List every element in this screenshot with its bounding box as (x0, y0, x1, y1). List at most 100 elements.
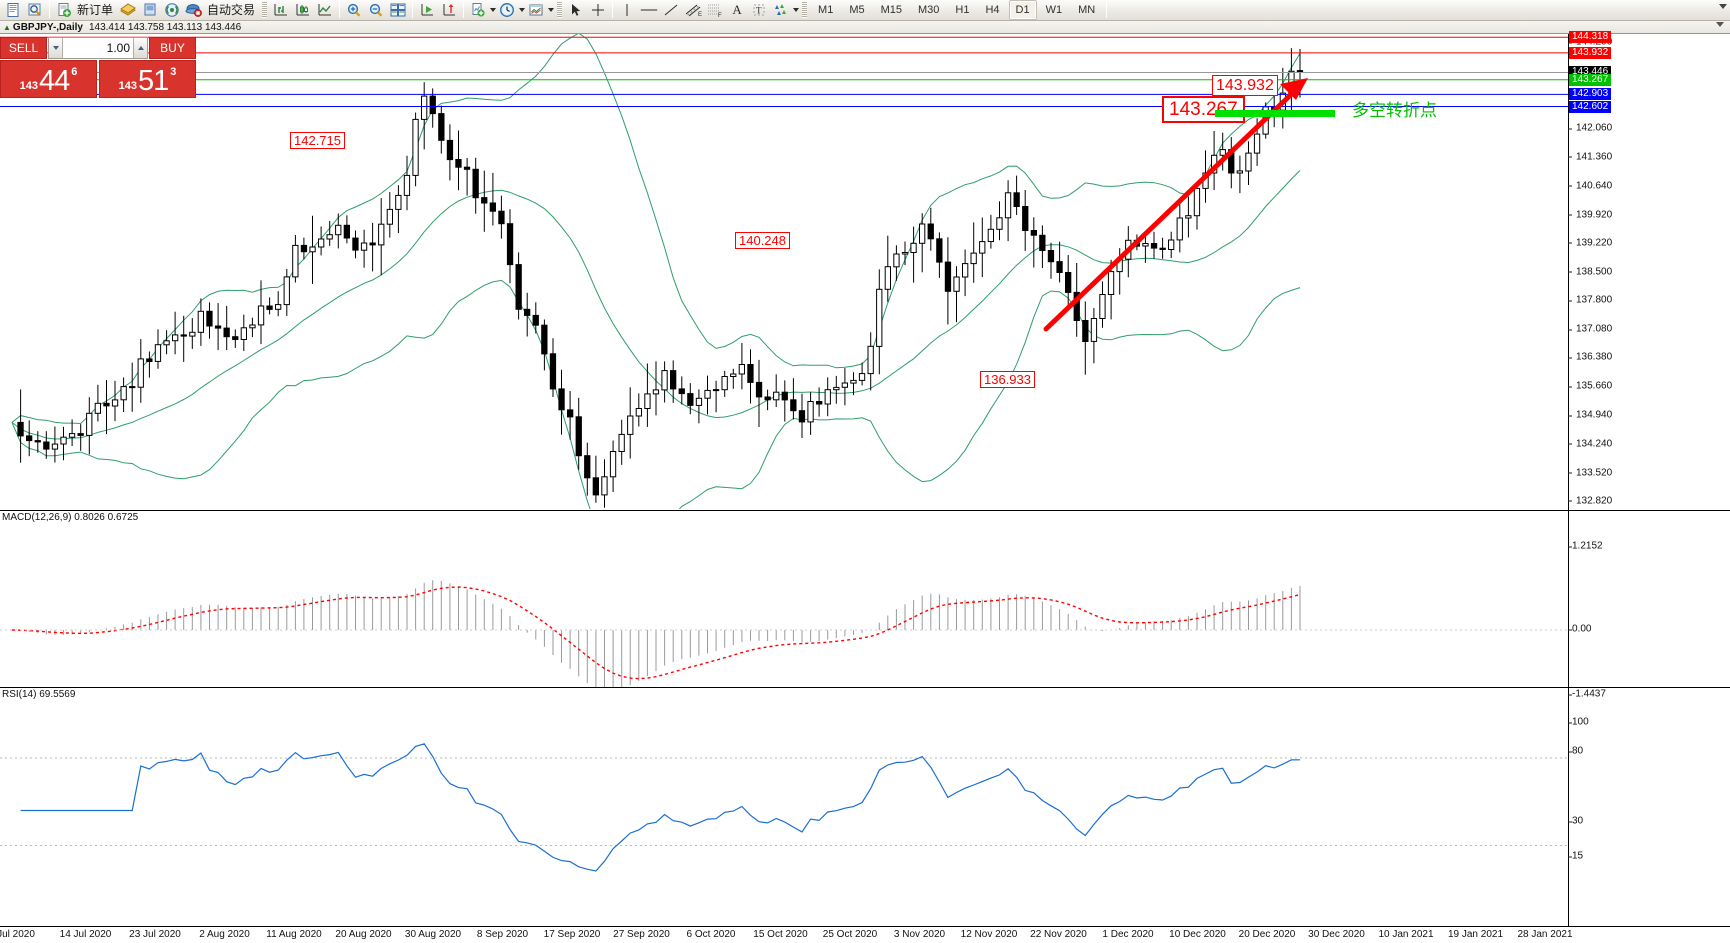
cursor-icon[interactable] (566, 1, 586, 20)
new-order-label[interactable]: 新订单 (77, 2, 114, 17)
equidistant-channel-icon[interactable]: E (683, 1, 703, 20)
vertical-line-icon[interactable] (617, 1, 637, 20)
price-tick: 133.520 (1568, 467, 1612, 478)
volume-increase-button[interactable] (133, 38, 147, 58)
timeframe-w1[interactable]: W1 (1045, 4, 1063, 16)
chart-area[interactable]: 142.715 140.248 136.933 133.049 143.932 … (0, 31, 1730, 943)
price-tag-144318[interactable]: 144.318 (1569, 31, 1612, 44)
autotrading-icon[interactable] (184, 1, 204, 20)
toolbar-separator-4 (463, 2, 465, 18)
time-axis-label: 10 Jan 2021 (1378, 929, 1434, 940)
bar-chart-icon[interactable] (271, 1, 291, 20)
time-axis-label: Jul 2020 (0, 929, 35, 940)
chart-symbol-arrow-icon: ▲ (3, 23, 11, 32)
candlestick-chart-icon[interactable] (293, 1, 313, 20)
objects-dropdown-caret[interactable] (793, 8, 800, 12)
objects-list-icon[interactable] (771, 1, 791, 20)
time-axis[interactable]: Jul 2020 14 Jul 2020 23 Jul 2020 2 Aug 2020… (0, 926, 1730, 943)
trendline-icon[interactable] (661, 1, 681, 20)
signals-icon[interactable] (162, 1, 182, 20)
time-axis-label: 22 Nov 2020 (1030, 929, 1087, 940)
price-tag-142903[interactable]: 142.903 (1569, 88, 1612, 101)
main-toolbar: 新订单 自动交易 (0, 0, 1730, 21)
periods-icon[interactable] (497, 1, 517, 20)
svg-text:F: F (718, 13, 722, 18)
trade-panel-top-row: SELL 1.00 BUY (0, 37, 196, 59)
chevron-down-icon (52, 46, 59, 50)
indicators-icon[interactable] (468, 1, 488, 20)
time-axis-label: 28 Jan 2021 (1517, 929, 1573, 940)
metaeditor-icon[interactable] (118, 1, 138, 20)
price-tick: 137.080 (1568, 324, 1612, 335)
text-label-icon[interactable]: T (749, 1, 769, 20)
sell-price-fraction: 6 (71, 66, 78, 78)
timeframe-mn[interactable]: MN (1078, 4, 1096, 16)
timeframe-m15[interactable]: M15 (880, 4, 902, 16)
level-label-136933[interactable]: 136.933 (980, 371, 1035, 388)
volume-stepper[interactable]: 1.00 (48, 37, 148, 59)
chevron-up-icon (137, 46, 144, 50)
time-axis-label: 6 Oct 2020 (686, 929, 736, 940)
buy-button[interactable]: BUY (149, 37, 196, 59)
new-order-icon[interactable] (54, 1, 74, 20)
time-axis-label: 27 Sep 2020 (613, 929, 670, 940)
templates-icon[interactable] (526, 1, 546, 20)
time-axis-label: 14 Jul 2020 (59, 929, 112, 940)
text-icon[interactable]: A (727, 1, 747, 20)
toolbar-grip[interactable] (262, 2, 268, 18)
periods-dropdown-caret[interactable] (519, 8, 526, 12)
one-click-trading-panel[interactable]: SELL 1.00 BUY 143 44 6 143 51 3 (0, 37, 196, 98)
sell-price-display[interactable]: 143 44 6 (0, 60, 97, 98)
price-tick: 134.940 (1568, 410, 1612, 421)
level-label-142715[interactable]: 142.715 (290, 132, 345, 149)
sell-button[interactable]: SELL (0, 37, 47, 59)
indicators-dropdown-caret[interactable] (490, 8, 497, 12)
terminal-icon[interactable] (140, 1, 160, 20)
timeframe-m5[interactable]: M5 (849, 4, 865, 16)
new-chart-icon[interactable] (3, 1, 23, 20)
chart-title-bar: ▲ GBPJPY-,Daily 143.414 143.758 143.113 14… (0, 21, 1730, 34)
volume-decrease-button[interactable] (49, 38, 63, 58)
line-chart-icon[interactable] (315, 1, 335, 20)
chart-shift-icon[interactable] (439, 1, 459, 20)
sell-price-main: 44 (38, 65, 70, 97)
volume-input[interactable]: 1.00 (106, 41, 130, 55)
toolbar-separator (49, 2, 50, 18)
autotrading-label[interactable]: 自动交易 (207, 2, 256, 17)
crosshair-icon[interactable] (588, 1, 608, 20)
time-axis-label: 2 Aug 2020 (199, 929, 250, 940)
horizontal-line-icon[interactable] (639, 1, 659, 20)
buy-price-display[interactable]: 143 51 3 (99, 60, 196, 98)
auto-scroll-icon[interactable] (417, 1, 437, 20)
tile-windows-icon[interactable] (388, 1, 408, 20)
rsi-pane[interactable]: RSI(14) 69.5569 (0, 687, 1730, 926)
templates-dropdown-caret[interactable] (548, 8, 555, 12)
time-axis-label: 8 Sep 2020 (476, 929, 529, 940)
price-tick: 137.800 (1568, 295, 1612, 306)
zoom-out-icon[interactable] (366, 1, 386, 20)
fibonacci-icon[interactable]: F (705, 1, 725, 20)
price-tag-143932[interactable]: 143.932 (1569, 46, 1612, 59)
price-tag-142602[interactable]: 142.602 (1569, 100, 1612, 113)
market-watch-icon[interactable] (25, 1, 45, 20)
timeframe-d1[interactable]: D1 (1008, 0, 1037, 20)
time-axis-label: 20 Aug 2020 (335, 929, 392, 940)
timeframe-h1[interactable]: H1 (955, 4, 970, 16)
price-tick: 140.640 (1568, 180, 1612, 191)
timeframe-h4[interactable]: H4 (985, 4, 1000, 16)
level-label-140248[interactable]: 140.248 (735, 232, 790, 249)
macd-canvas (0, 580, 1568, 687)
toolbar-overflow-icon[interactable] (1719, 4, 1727, 9)
macd-pane[interactable]: MACD(12,26,9) 0.8026 0.6725 (0, 510, 1730, 687)
toolbar-grip-3[interactable] (802, 2, 808, 18)
level-label-143932[interactable]: 143.932 (1212, 75, 1278, 96)
price-pane[interactable]: 142.715 140.248 136.933 133.049 143.932 … (0, 34, 1730, 551)
timeframe-m1[interactable]: M1 (818, 4, 834, 16)
timeframe-m30[interactable]: M30 (918, 4, 940, 16)
buy-price-prefix: 143 (118, 80, 137, 92)
chart-collapse-icon[interactable] (1716, 22, 1724, 27)
price-tag-143267[interactable]: 143.267 (1569, 73, 1612, 86)
zoom-in-icon[interactable] (344, 1, 364, 20)
time-axis-label: 30 Aug 2020 (404, 929, 462, 940)
toolbar-grip-2[interactable] (557, 2, 563, 18)
